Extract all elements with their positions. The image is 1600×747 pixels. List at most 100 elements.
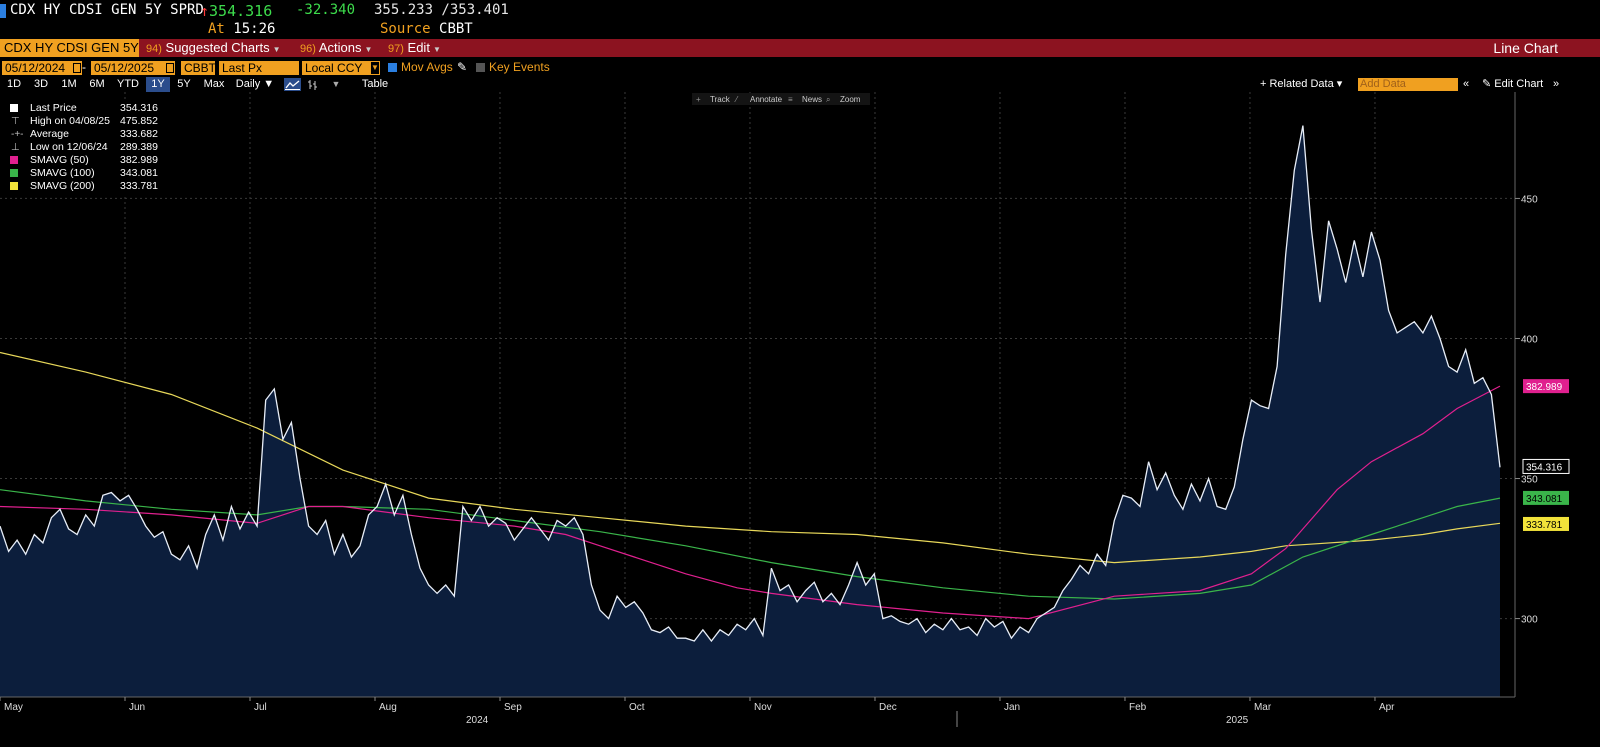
mov-avgs-label[interactable]: Mov Avgs bbox=[401, 60, 453, 74]
currency-select[interactable]: Local CCY ▼ bbox=[302, 61, 380, 75]
end-label-text: 343.081 bbox=[1526, 494, 1563, 505]
source-label: Source bbox=[380, 21, 431, 37]
legend-last-price[interactable]: Last Price 354.316 bbox=[8, 102, 162, 115]
actions-label: Actions bbox=[318, 40, 362, 55]
high-marker-icon: ⊤ bbox=[11, 116, 20, 127]
legend-value: 333.781 bbox=[120, 180, 158, 192]
end-label-text: 354.316 bbox=[1526, 462, 1563, 473]
tool-track[interactable]: + Track bbox=[696, 95, 731, 104]
calendar-icon[interactable] bbox=[166, 63, 174, 73]
legend-sma50[interactable]: SMAVG (50) 382.989 bbox=[8, 154, 162, 167]
annotate-icon: ⁄ bbox=[734, 95, 739, 104]
grid-lines bbox=[0, 92, 1515, 697]
legend-sma100[interactable]: SMAVG (100) 343.081 bbox=[8, 167, 162, 180]
mov-avgs-checkbox[interactable] bbox=[388, 63, 397, 72]
last-price: ↑354.316 bbox=[200, 2, 272, 20]
currency-value: Local CCY bbox=[305, 61, 363, 75]
period-5y[interactable]: 5Y bbox=[177, 78, 191, 90]
legend-value: 333.682 bbox=[120, 128, 158, 140]
period-3d[interactable]: 3D bbox=[33, 78, 49, 90]
related-data-button[interactable]: + Related Data ▾ bbox=[1260, 78, 1343, 90]
end-label-text: 382.989 bbox=[1526, 382, 1563, 393]
quote-source: Source CBBT bbox=[380, 21, 473, 37]
end-label-bg bbox=[1522, 458, 1570, 474]
tool-news[interactable]: ≡ News bbox=[788, 95, 822, 104]
legend-low: ⊥ Low on 12/06/24 289.389 bbox=[8, 141, 162, 154]
tool-label: Annotate bbox=[750, 95, 783, 104]
end-date-field[interactable]: 05/12/2025 bbox=[91, 61, 175, 75]
legend-name: SMAVG (50) bbox=[30, 154, 89, 166]
price-line bbox=[0, 125, 1501, 643]
x-tick-label: Oct bbox=[629, 702, 645, 713]
legend-high: ⊤ High on 04/08/25 475.852 bbox=[8, 115, 162, 128]
y-tick-label: 400 bbox=[1521, 334, 1538, 345]
collapse-right-icon[interactable]: » bbox=[1553, 78, 1560, 90]
start-date-field[interactable]: 05/12/2024 bbox=[2, 61, 82, 75]
date-separator: - bbox=[82, 60, 86, 74]
period-6m[interactable]: 6M bbox=[89, 78, 105, 90]
average-marker-icon: -+- bbox=[11, 129, 24, 140]
legend-name: Last Price bbox=[30, 102, 77, 114]
edit-menu[interactable]: 97) Edit ▼ bbox=[384, 39, 447, 57]
collapse-left-icon[interactable]: « bbox=[1463, 78, 1470, 90]
edit-chart-label: Edit Chart bbox=[1494, 78, 1544, 90]
bar-chart-icon[interactable] bbox=[305, 78, 321, 91]
period-1y[interactable]: 1Y bbox=[146, 77, 170, 92]
period-1d[interactable]: 1D bbox=[6, 78, 22, 90]
end-label-sma200: 333.781 bbox=[1523, 516, 1569, 531]
year-label: 2025 bbox=[1226, 715, 1249, 726]
ticker-name[interactable]: CDX HY CDSI GEN 5Y SPRD bbox=[10, 2, 204, 18]
chart-toolbar: + Track ⁄ Annotate ≡ News ⌕ Zoom bbox=[692, 93, 870, 105]
legend-value: 354.316 bbox=[120, 102, 158, 114]
price-field-select[interactable]: Last Px bbox=[219, 61, 299, 75]
x-tick-label: Apr bbox=[1379, 702, 1395, 713]
period-max[interactable]: Max bbox=[203, 78, 225, 90]
security-header: CDX HY CDSI GEN 5Y SPRD ↑354.316 -32.340… bbox=[0, 0, 1600, 40]
track-icon: + bbox=[696, 95, 701, 104]
chart-type-label: Line Chart bbox=[1493, 40, 1558, 56]
pricing-source-field[interactable]: CBBT bbox=[181, 61, 215, 75]
security-field[interactable]: CDX HY CDSI GEN 5Y bbox=[0, 39, 139, 57]
line-chart-icon[interactable] bbox=[284, 78, 301, 91]
tool-annotate[interactable]: ⁄ Annotate bbox=[734, 95, 783, 104]
add-data-input[interactable]: Add Data bbox=[1358, 78, 1458, 91]
tool-zoom[interactable]: ⌕ Zoom bbox=[826, 95, 861, 104]
key-events-checkbox[interactable] bbox=[476, 63, 485, 72]
price-area-fill bbox=[0, 125, 1500, 698]
frequency-select[interactable]: Daily ▼ bbox=[235, 78, 275, 90]
actions-number: 96) bbox=[300, 43, 316, 55]
sma200-line bbox=[0, 351, 1501, 564]
legend-name: SMAVG (200) bbox=[30, 180, 95, 192]
suggested-charts-menu[interactable]: 94) Suggested Charts ▼ bbox=[142, 39, 287, 57]
edit-label: Edit bbox=[407, 40, 430, 55]
up-arrow-icon: ↑ bbox=[200, 2, 210, 20]
table-button[interactable]: Table bbox=[361, 78, 389, 90]
sma50-line bbox=[0, 385, 1501, 620]
calendar-icon[interactable] bbox=[73, 63, 81, 73]
period-1m[interactable]: 1M bbox=[61, 78, 77, 90]
price-chart[interactable]: 300 350 400 450 May Jun Jul Aug Sep Oct Nov Dec Jan… bbox=[0, 92, 1600, 732]
period-ytd[interactable]: YTD bbox=[117, 78, 139, 90]
x-tick-label: Jan bbox=[1004, 702, 1020, 713]
y-axis: 300 350 400 450 bbox=[1515, 194, 1538, 626]
zoom-icon: ⌕ bbox=[826, 95, 830, 104]
dropdown-icon: ▼ bbox=[364, 45, 373, 54]
legend-swatch bbox=[10, 156, 18, 164]
at-time-value: 15:26 bbox=[233, 21, 276, 37]
actions-menu[interactable]: 96) Actions ▼ bbox=[296, 39, 378, 57]
net-change: -32.340 bbox=[296, 2, 356, 18]
chart-style-dropdown[interactable]: ▼ bbox=[331, 79, 341, 89]
key-events-label[interactable]: Key Events bbox=[489, 60, 550, 74]
edit-number: 97) bbox=[388, 43, 404, 55]
high-low-quote: 355.233 /353.401 bbox=[374, 2, 509, 18]
legend-average: -+- Average 333.682 bbox=[8, 128, 162, 141]
chart-legend: Last Price 354.316 ⊤ High on 04/08/25 475.8… bbox=[6, 100, 164, 195]
legend-sma200[interactable]: SMAVG (200) 333.781 bbox=[8, 180, 162, 193]
end-label-bg bbox=[1523, 379, 1569, 394]
x-tick-label: Nov bbox=[754, 702, 772, 713]
legend-name: High on 04/08/25 bbox=[30, 115, 110, 127]
legend-value: 475.852 bbox=[120, 115, 158, 127]
pencil-icon[interactable]: ✎ bbox=[457, 60, 468, 74]
edit-chart-button[interactable]: ✎ Edit Chart bbox=[1482, 77, 1543, 92]
y-tick-label: 350 bbox=[1521, 475, 1538, 486]
